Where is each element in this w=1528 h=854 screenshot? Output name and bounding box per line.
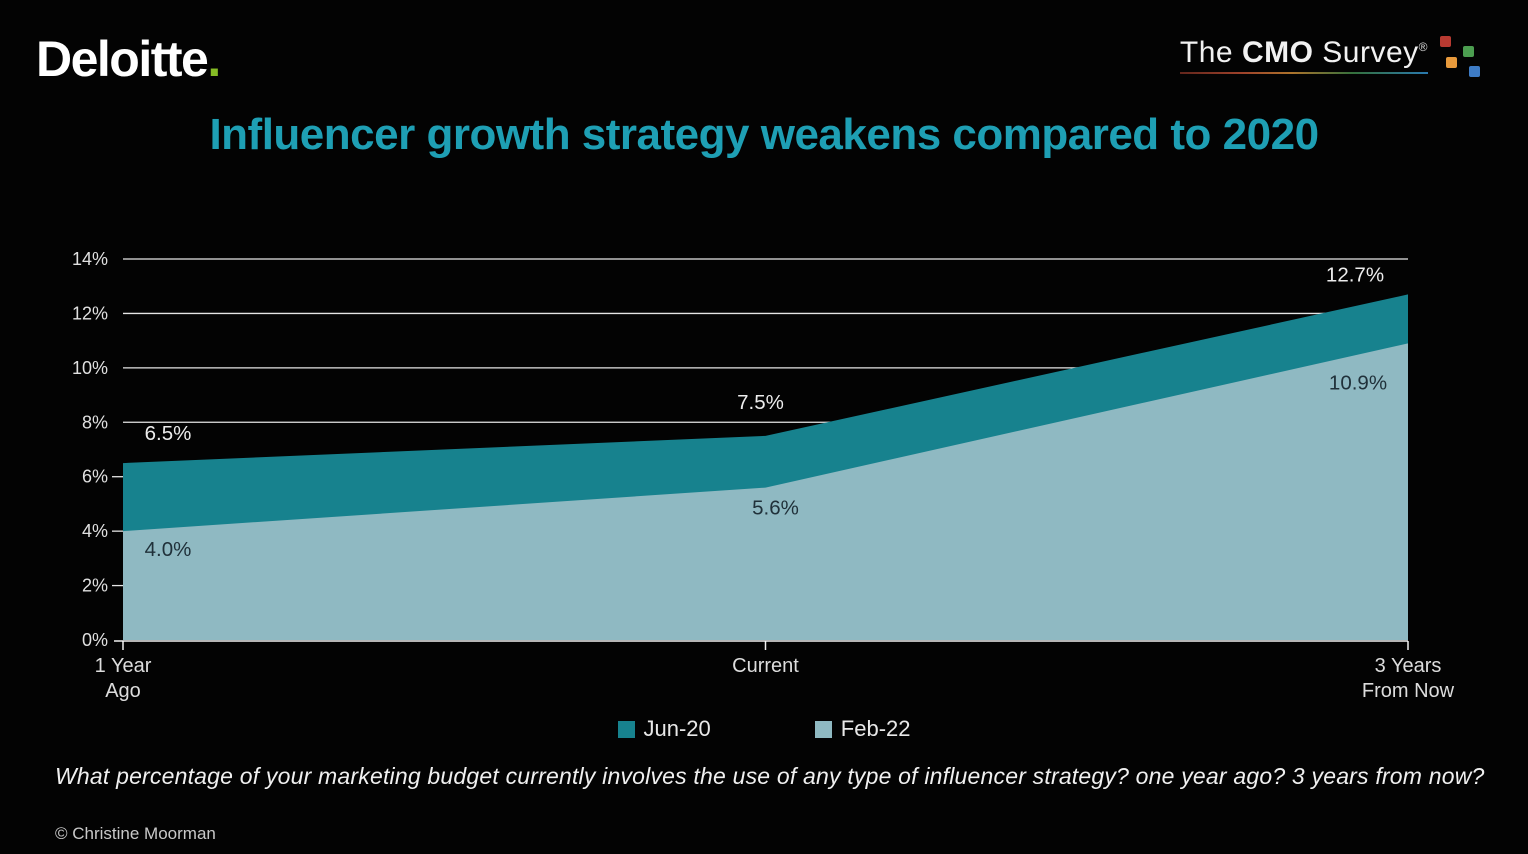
legend-swatch-feb-22: [814, 720, 832, 738]
x-category-label: 1 Year Ago: [95, 655, 152, 702]
cmo-survey: Survey: [1313, 36, 1419, 69]
legend-label: Feb-22: [840, 716, 911, 741]
y-tick-label: 2%: [82, 576, 108, 596]
y-tick-label: 8%: [82, 412, 108, 432]
data-label-jun-20: 12.7%: [1326, 263, 1384, 286]
cmo-square-orange-icon: [1446, 57, 1457, 68]
cmo-survey-wordmark: The CMO Survey®: [1179, 36, 1428, 74]
copyright: © Christine Moorman: [55, 824, 216, 843]
cmo-square-red-icon: [1440, 36, 1451, 47]
x-category-label: 3 Years From Now: [1362, 655, 1455, 702]
data-label-feb-22: 4.0%: [145, 538, 192, 561]
y-tick-label: 4%: [82, 521, 108, 541]
cmo-survey-logo: The CMO Survey®: [1179, 36, 1484, 80]
data-label-feb-22: 5.6%: [752, 497, 799, 520]
legend-label: Jun-20: [643, 716, 711, 741]
survey-question: What percentage of your marketing budget…: [55, 763, 1485, 789]
chart-title: Influencer growth strategy weakens compa…: [209, 110, 1319, 159]
cmo-square-green-icon: [1463, 46, 1474, 57]
y-tick-label: 12%: [72, 303, 108, 323]
chart-legend: Jun-20 Feb-22: [0, 716, 1528, 742]
data-label-jun-20: 7.5%: [737, 391, 784, 414]
cmo-cmo: CMO: [1241, 36, 1314, 69]
cmo-underline: [1179, 72, 1428, 74]
y-tick-label: 14%: [72, 249, 108, 269]
cmo-square-blue-icon: [1469, 66, 1480, 77]
data-label-feb-22: 10.9%: [1329, 371, 1387, 394]
deloitte-logo: Deloitte.: [36, 30, 221, 88]
area-series-feb-22: [123, 343, 1408, 640]
legend-swatch-jun-20: [617, 720, 635, 738]
cmo-survey-text: The CMO Survey®: [1180, 36, 1428, 70]
registered-mark-icon: ®: [1418, 40, 1428, 54]
legend-item-jun-20: Jun-20: [617, 716, 711, 742]
x-category-label: Current: [732, 655, 799, 677]
deloitte-wordmark: Deloitte: [36, 31, 209, 87]
y-tick-label: 6%: [82, 467, 108, 487]
y-tick-label: 10%: [72, 358, 108, 378]
data-label-jun-20: 6.5%: [145, 422, 192, 445]
cmo-the: The: [1179, 36, 1242, 69]
y-tick-label: 0%: [82, 630, 108, 650]
legend-item-feb-22: Feb-22: [814, 716, 911, 742]
deloitte-green-dot-icon: .: [207, 31, 221, 87]
cmo-squares-icon: [1438, 36, 1484, 80]
